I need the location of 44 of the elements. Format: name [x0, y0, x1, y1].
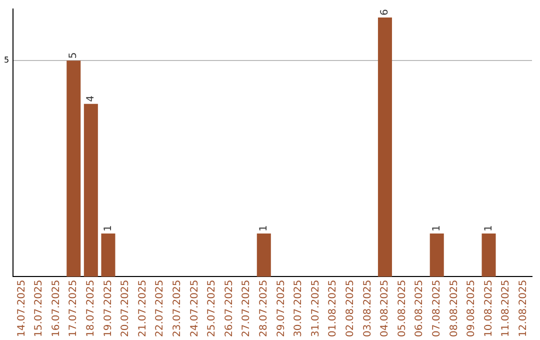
x-tick-label: 19.07.2025: [102, 280, 114, 338]
x-tick-label: 05.08.2025: [396, 280, 408, 338]
data-label: 1: [258, 225, 270, 232]
x-tick-label: 30.07.2025: [293, 280, 304, 338]
x-tick-label: 02.08.2025: [344, 280, 356, 338]
x-tick-label: 31.07.2025: [310, 280, 322, 338]
x-tick-label: 28.07.2025: [258, 280, 270, 338]
x-tick-label: 07.08.2025: [431, 280, 442, 338]
x-tick-label: 09.08.2025: [466, 280, 478, 338]
x-tick-label: 27.07.2025: [241, 280, 252, 338]
x-tick-label: 25.07.2025: [206, 280, 218, 338]
x-tick-label: 17.07.2025: [68, 280, 80, 338]
x-tick-label: 10.08.2025: [483, 280, 494, 338]
data-label: 1: [431, 225, 442, 232]
x-tick-label: 21.07.2025: [137, 280, 148, 338]
x-tick-label: 01.08.2025: [328, 280, 339, 338]
x-tick-label: 12.08.2025: [518, 280, 529, 338]
data-label: 4: [86, 96, 97, 102]
x-tick-label: 20.07.2025: [120, 280, 132, 338]
x-tick-label: 04.08.2025: [380, 280, 391, 338]
bar: [66, 60, 81, 277]
bar: [378, 17, 392, 277]
x-tick-label: 03.08.2025: [362, 280, 374, 338]
bar: [482, 234, 496, 277]
bar: [430, 234, 444, 277]
x-tick-label: 24.07.2025: [189, 280, 200, 338]
x-tick-label: 29.07.2025: [276, 280, 287, 338]
data-label: 1: [102, 225, 114, 232]
x-tick-label: 16.07.2025: [50, 280, 62, 338]
data-label: 5: [68, 52, 80, 59]
x-tick-label: 22.07.2025: [154, 280, 166, 338]
x-tick-label: 26.07.2025: [224, 280, 235, 338]
bar: [101, 234, 116, 277]
bar: [84, 104, 98, 277]
x-tick-label: 14.07.2025: [16, 280, 28, 338]
data-label: 1: [483, 225, 494, 232]
x-tick-label: 06.08.2025: [414, 280, 426, 338]
x-tick-label: 18.07.2025: [86, 280, 97, 338]
bar: [256, 234, 271, 277]
x-tick-label: 08.08.2025: [448, 280, 460, 338]
x-tick-label: 11.08.2025: [500, 280, 512, 338]
data-label: 6: [380, 9, 391, 16]
x-tick-label: 15.07.2025: [34, 280, 45, 338]
x-tick-label: 23.07.2025: [172, 280, 184, 338]
